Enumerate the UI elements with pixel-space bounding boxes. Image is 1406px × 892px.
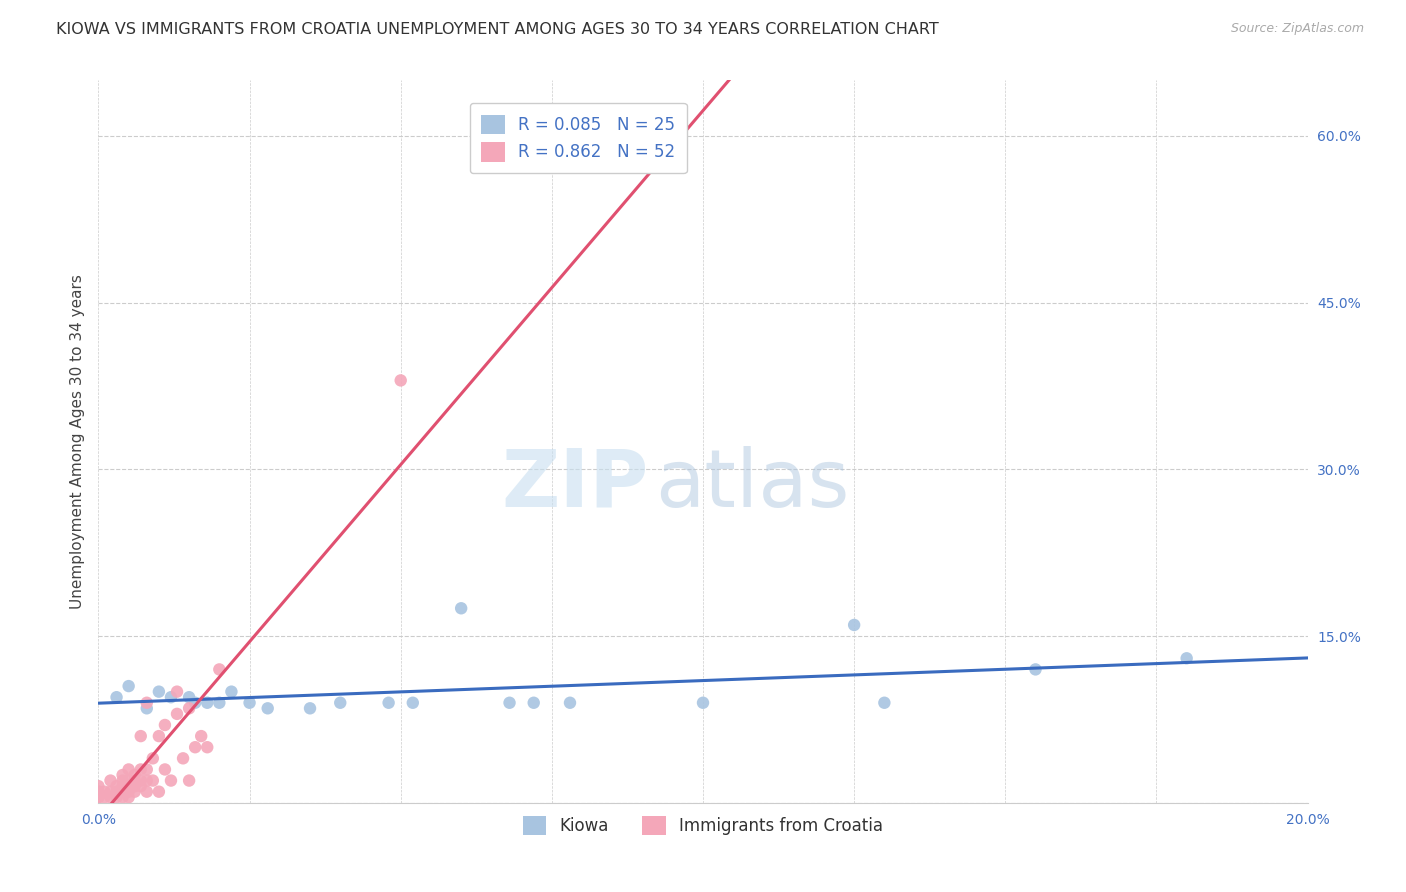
Point <box>299 701 322 715</box>
Point <box>195 740 218 755</box>
Point <box>148 729 170 743</box>
Text: Source: ZipAtlas.com: Source: ZipAtlas.com <box>1230 22 1364 36</box>
Point <box>153 718 176 732</box>
Point <box>239 696 262 710</box>
Point <box>184 740 207 755</box>
Point <box>179 690 201 705</box>
Point <box>135 785 157 799</box>
Point <box>195 696 218 710</box>
Point <box>135 701 157 715</box>
Point <box>160 690 183 705</box>
Point <box>124 773 146 788</box>
Point <box>1024 662 1046 676</box>
Point <box>118 785 141 799</box>
Point <box>389 373 412 387</box>
Point <box>100 773 122 788</box>
Point <box>692 696 714 710</box>
Point <box>256 701 278 715</box>
Legend: Kiowa, Immigrants from Croatia: Kiowa, Immigrants from Croatia <box>513 805 893 845</box>
Point <box>87 779 110 793</box>
Point <box>142 773 165 788</box>
Point <box>124 768 146 782</box>
Point <box>153 763 176 777</box>
Text: atlas: atlas <box>655 446 849 524</box>
Point <box>118 679 141 693</box>
Point <box>377 696 399 710</box>
Point <box>129 779 152 793</box>
Point <box>129 763 152 777</box>
Point <box>118 763 141 777</box>
Point <box>111 790 134 805</box>
Point <box>402 696 425 710</box>
Point <box>93 785 115 799</box>
Point <box>184 696 207 710</box>
Point <box>450 601 472 615</box>
Point <box>87 790 110 805</box>
Point <box>1175 651 1198 665</box>
Point <box>118 779 141 793</box>
Point <box>523 696 546 710</box>
Point <box>111 773 134 788</box>
Point <box>873 696 896 710</box>
Point <box>135 696 157 710</box>
Point <box>190 729 212 743</box>
Point <box>105 785 128 799</box>
Point <box>558 696 581 710</box>
Point <box>124 779 146 793</box>
Point <box>100 785 122 799</box>
Point <box>118 773 141 788</box>
Point <box>208 662 231 676</box>
Point <box>111 785 134 799</box>
Point <box>166 706 188 721</box>
Point <box>179 773 201 788</box>
Point <box>208 696 231 710</box>
Point <box>148 684 170 698</box>
Point <box>124 785 146 799</box>
Point <box>498 696 520 710</box>
Point <box>129 773 152 788</box>
Point <box>87 790 110 805</box>
Text: ZIP: ZIP <box>502 446 648 524</box>
Point <box>844 618 866 632</box>
Point <box>105 690 128 705</box>
Point <box>172 751 194 765</box>
Point <box>135 773 157 788</box>
Point <box>118 790 141 805</box>
Point <box>87 785 110 799</box>
Point <box>93 790 115 805</box>
Point <box>142 751 165 765</box>
Y-axis label: Unemployment Among Ages 30 to 34 years: Unemployment Among Ages 30 to 34 years <box>69 274 84 609</box>
Point <box>105 779 128 793</box>
Point <box>329 696 352 710</box>
Point <box>135 763 157 777</box>
Point <box>221 684 243 698</box>
Point <box>160 773 183 788</box>
Point <box>105 790 128 805</box>
Text: KIOWA VS IMMIGRANTS FROM CROATIA UNEMPLOYMENT AMONG AGES 30 TO 34 YEARS CORRELAT: KIOWA VS IMMIGRANTS FROM CROATIA UNEMPLO… <box>56 22 939 37</box>
Point <box>87 785 110 799</box>
Point <box>179 701 201 715</box>
Point <box>111 768 134 782</box>
Point <box>111 779 134 793</box>
Point <box>129 729 152 743</box>
Point <box>100 790 122 805</box>
Point <box>148 785 170 799</box>
Point <box>166 684 188 698</box>
